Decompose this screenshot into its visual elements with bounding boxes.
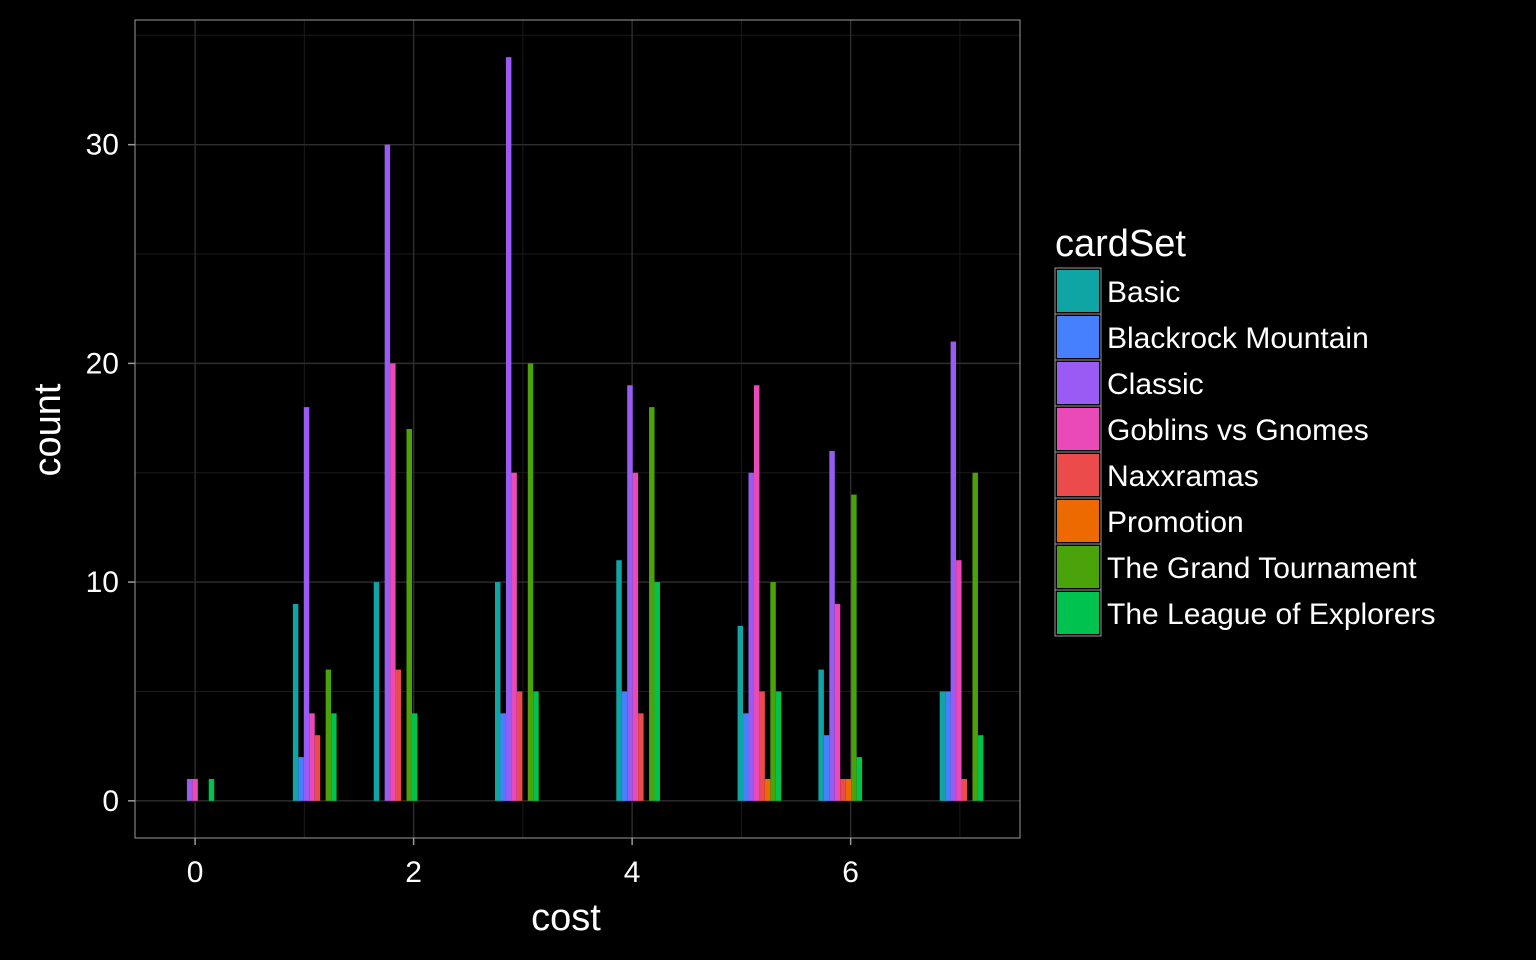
- bar: [748, 472, 754, 801]
- legend-label: Classic: [1107, 368, 1204, 401]
- bar: [737, 625, 744, 801]
- x-tick-label: 6: [842, 856, 859, 889]
- legend-label: Promotion: [1107, 506, 1244, 539]
- x-tick-label: 0: [187, 856, 204, 889]
- bar: [632, 472, 639, 801]
- legend-swatch: [1057, 500, 1099, 542]
- bar: [956, 560, 962, 801]
- legend-label: The League of Explorers: [1107, 598, 1436, 631]
- bar: [406, 429, 412, 801]
- bar: [638, 713, 644, 801]
- bar: [840, 778, 846, 801]
- bar: [616, 560, 622, 801]
- bar: [753, 385, 760, 801]
- legend-swatch: [1057, 362, 1099, 404]
- bar: [834, 603, 841, 801]
- bar: [516, 691, 523, 801]
- legend-label: Goblins vs Gnomes: [1107, 414, 1369, 447]
- bar: [818, 669, 824, 801]
- legend-swatch: [1057, 316, 1099, 358]
- bar: [505, 57, 512, 801]
- bar: [823, 735, 830, 801]
- major-gridlines: [135, 20, 1020, 838]
- legend-label: Naxxramas: [1107, 460, 1259, 493]
- y-axis: 0 10 20 30: [86, 129, 135, 818]
- bar: [395, 669, 402, 801]
- bar: [950, 341, 957, 801]
- bar: [331, 713, 337, 801]
- bar: [649, 407, 655, 801]
- legend-swatch: [1057, 454, 1099, 496]
- bars: [186, 57, 984, 801]
- bar: [939, 691, 946, 801]
- minor-gridlines: [135, 20, 1020, 838]
- bar: [303, 407, 310, 801]
- bar: [770, 582, 776, 801]
- bar: [373, 582, 380, 801]
- legend-swatch: [1057, 270, 1099, 312]
- bar: [309, 713, 315, 801]
- y-tick-label: 0: [102, 785, 119, 818]
- x-tick-label: 2: [405, 856, 422, 889]
- legend-label: Basic: [1107, 276, 1180, 309]
- bar: [654, 582, 660, 801]
- bar: [627, 385, 633, 801]
- bar: [533, 691, 539, 801]
- y-axis-title: count: [27, 383, 69, 476]
- legend-swatch: [1057, 592, 1099, 634]
- bar: [314, 735, 321, 801]
- x-axis: 0 2 4 6: [187, 838, 859, 889]
- bar: [621, 691, 628, 801]
- bar: [764, 778, 771, 801]
- bar: [945, 691, 951, 801]
- legend-title: cardSet: [1055, 223, 1186, 265]
- bar: [292, 603, 299, 801]
- bar: [298, 757, 304, 801]
- bar: [186, 778, 193, 801]
- legend-label: The Grand Tournament: [1107, 552, 1417, 585]
- legend-label: Blackrock Mountain: [1107, 322, 1369, 355]
- legend-swatch: [1057, 408, 1099, 450]
- bar: [845, 778, 852, 801]
- bar: [411, 713, 418, 801]
- bar: [856, 757, 863, 801]
- x-tick-label: 4: [624, 856, 641, 889]
- bar: [972, 472, 978, 801]
- bar: [495, 582, 501, 801]
- bar: [390, 363, 396, 801]
- bar: [192, 778, 198, 801]
- bar: [208, 778, 215, 801]
- x-axis-title: cost: [531, 897, 601, 939]
- bar: [527, 363, 534, 801]
- bar: [759, 691, 765, 801]
- legend: cardSet Basic Blackrock Mountain Classic Go…: [1054, 223, 1436, 637]
- y-tick-label: 30: [86, 129, 119, 162]
- y-tick-label: 20: [86, 347, 119, 380]
- bar: [775, 691, 782, 801]
- plot-panel: [135, 20, 1020, 838]
- y-tick-label: 10: [86, 566, 119, 599]
- bar: [500, 713, 506, 801]
- bar: [384, 144, 391, 801]
- bar: [325, 669, 332, 801]
- plot-border: [134, 19, 1021, 839]
- bar: [977, 735, 984, 801]
- legend-swatch: [1057, 546, 1099, 588]
- bar: [743, 713, 749, 801]
- bar: [851, 494, 857, 801]
- bar: [961, 778, 968, 801]
- bar: [829, 450, 835, 801]
- bar: [511, 472, 517, 801]
